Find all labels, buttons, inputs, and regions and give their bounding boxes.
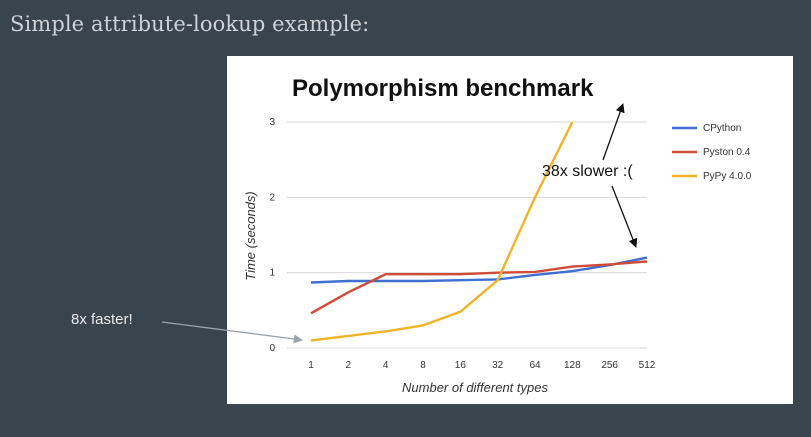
x-tick-label: 2 — [346, 360, 352, 371]
series-lines — [310, 121, 648, 342]
series-line-0 — [310, 256, 648, 284]
y-tick-label: 3 — [269, 117, 275, 128]
x-tick-label: 32 — [492, 360, 504, 371]
series-line-2 — [310, 121, 574, 342]
legend-label: PyPy 4.0.0 — [703, 171, 752, 182]
x-tick-label: 256 — [601, 360, 618, 371]
y-tick-label: 2 — [269, 192, 275, 203]
chart-panel: Polymorphism benchmark 0 1 2 3 1 2 4 8 16 32 64 12… — [227, 56, 793, 404]
x-tick-label: 4 — [383, 360, 389, 371]
x-axis-ticks: 1 2 4 8 16 32 64 128 256 512 — [308, 360, 656, 371]
y-tick-label: 1 — [269, 268, 275, 279]
slide-heading: Simple attribute-lookup example: — [10, 12, 370, 36]
legend: CPython Pyston 0.4 PyPy 4.0.0 — [672, 123, 752, 182]
legend-label: CPython — [703, 123, 741, 134]
line-chart: Polymorphism benchmark 0 1 2 3 1 2 4 8 16 32 64 12… — [243, 75, 752, 395]
x-tick-label: 16 — [455, 360, 467, 371]
x-tick-label: 64 — [529, 360, 541, 371]
x-tick-label: 128 — [564, 360, 581, 371]
y-axis-title: Time (seconds) — [243, 191, 258, 280]
annotation-38x-slower: 38x slower :( — [542, 163, 633, 180]
annotation-8x-faster: 8x faster! — [71, 311, 133, 328]
grid-lines — [287, 121, 647, 349]
chart-title: Polymorphism benchmark — [292, 75, 594, 102]
x-tick-label: 1 — [308, 360, 314, 371]
x-axis-title: Number of different types — [402, 380, 548, 395]
y-axis-ticks: 0 1 2 3 — [269, 117, 275, 354]
series-line-1 — [310, 260, 648, 315]
x-tick-label: 512 — [639, 360, 656, 371]
legend-label: Pyston 0.4 — [703, 147, 751, 158]
x-tick-label: 8 — [420, 360, 426, 371]
y-tick-label: 0 — [269, 343, 275, 354]
